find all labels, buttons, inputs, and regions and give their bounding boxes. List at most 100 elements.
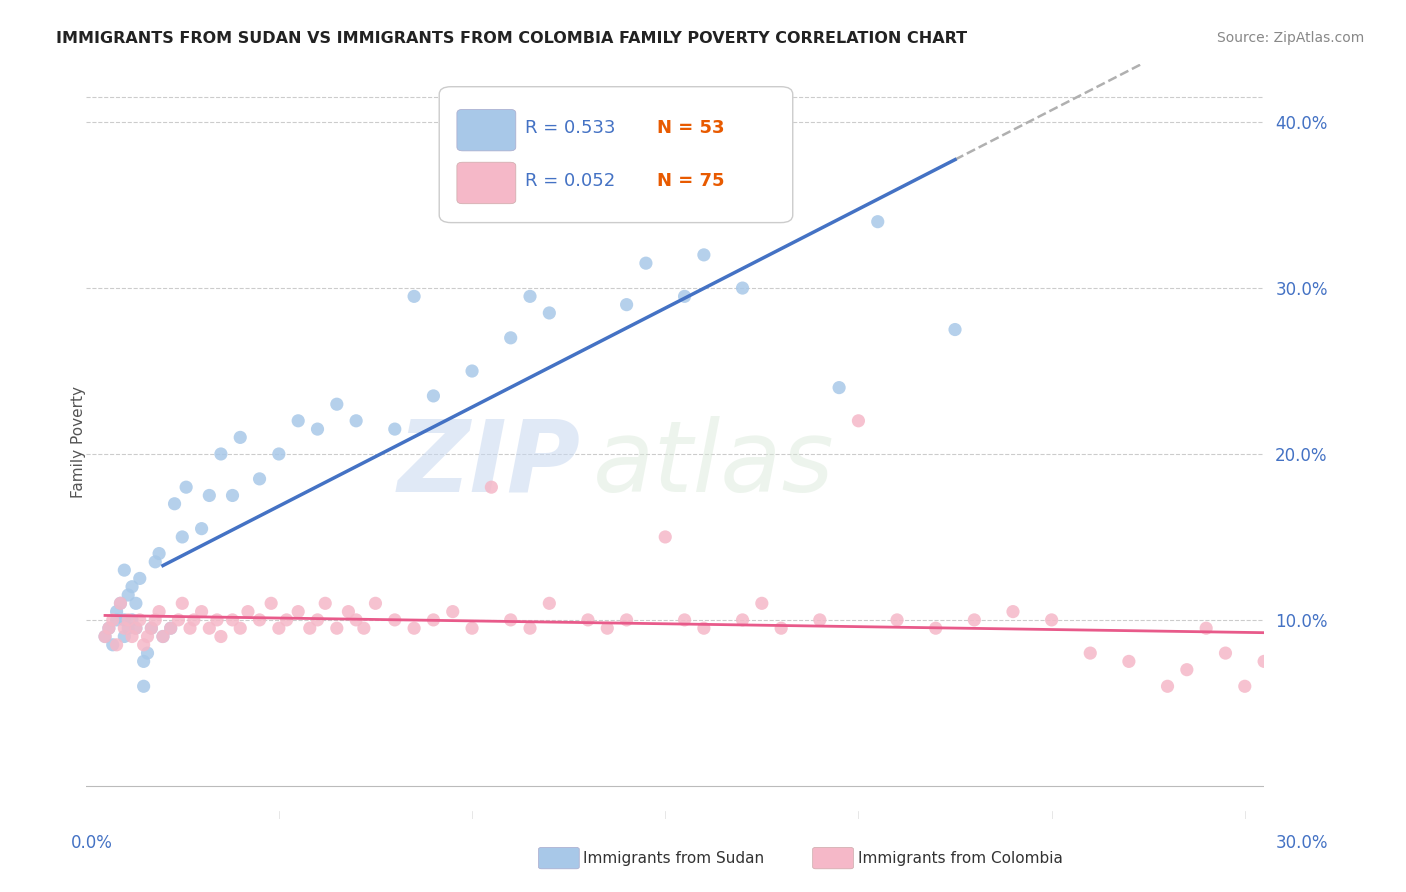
Point xyxy=(209,447,232,461)
Point xyxy=(143,555,166,569)
Y-axis label: Family Poverty: Family Poverty xyxy=(72,385,86,498)
Point xyxy=(943,322,966,336)
Point xyxy=(866,215,889,229)
Point xyxy=(461,364,484,378)
Point xyxy=(249,472,271,486)
Point xyxy=(314,596,336,610)
Point xyxy=(125,621,148,635)
Point xyxy=(136,646,159,660)
Point xyxy=(344,613,367,627)
Point xyxy=(172,530,194,544)
Point xyxy=(925,621,948,635)
Point xyxy=(326,397,349,411)
Point xyxy=(136,630,159,644)
Point xyxy=(751,596,773,610)
Point xyxy=(163,497,186,511)
Point xyxy=(422,389,444,403)
Point xyxy=(384,422,406,436)
Point xyxy=(105,638,128,652)
Point xyxy=(105,613,128,627)
Point xyxy=(1078,646,1101,660)
Point xyxy=(616,613,638,627)
Point xyxy=(634,256,657,270)
Point xyxy=(105,605,128,619)
Point xyxy=(94,630,117,644)
Point xyxy=(731,613,754,627)
Text: Immigrants from Sudan: Immigrants from Sudan xyxy=(583,852,765,866)
Point xyxy=(183,613,205,627)
Point xyxy=(97,621,120,635)
Point xyxy=(141,621,163,635)
Point xyxy=(121,630,143,644)
Point xyxy=(148,605,170,619)
Point xyxy=(538,306,561,320)
Point xyxy=(673,613,696,627)
FancyBboxPatch shape xyxy=(457,162,516,203)
Point xyxy=(287,605,309,619)
Point xyxy=(205,613,228,627)
Point xyxy=(97,621,120,635)
Point xyxy=(159,621,181,635)
Point xyxy=(132,638,155,652)
Point xyxy=(404,289,426,303)
Point xyxy=(121,580,143,594)
Point xyxy=(461,621,484,635)
Point xyxy=(576,613,599,627)
Point xyxy=(190,522,212,536)
Point xyxy=(963,613,986,627)
Text: N = 75: N = 75 xyxy=(657,172,724,190)
Point xyxy=(616,298,638,312)
Point xyxy=(267,621,290,635)
Point xyxy=(125,621,148,635)
Text: ZIP: ZIP xyxy=(398,416,581,513)
Point xyxy=(249,613,271,627)
Point xyxy=(731,281,754,295)
Point xyxy=(519,289,541,303)
Point xyxy=(148,547,170,561)
Point xyxy=(190,605,212,619)
Point xyxy=(221,488,243,502)
Point xyxy=(1040,613,1063,627)
Point xyxy=(112,613,135,627)
Point xyxy=(673,289,696,303)
Point xyxy=(808,613,831,627)
Point xyxy=(128,571,150,585)
Point xyxy=(209,630,232,644)
Point xyxy=(538,596,561,610)
Text: N = 53: N = 53 xyxy=(657,120,724,137)
Point xyxy=(117,588,139,602)
Point xyxy=(693,621,716,635)
Point xyxy=(143,613,166,627)
Point xyxy=(298,621,321,635)
Point xyxy=(1156,679,1178,693)
Point xyxy=(337,605,360,619)
Point xyxy=(198,488,221,502)
Point xyxy=(110,596,132,610)
Text: 0.0%: 0.0% xyxy=(70,834,112,852)
FancyBboxPatch shape xyxy=(439,87,793,223)
Point xyxy=(326,621,349,635)
Text: Source: ZipAtlas.com: Source: ZipAtlas.com xyxy=(1216,31,1364,45)
Point xyxy=(101,638,124,652)
Point xyxy=(112,630,135,644)
Point xyxy=(101,613,124,627)
Point xyxy=(267,447,290,461)
Point xyxy=(132,679,155,693)
Point xyxy=(198,621,221,635)
Point xyxy=(384,613,406,627)
Point xyxy=(1253,654,1275,668)
Point xyxy=(159,621,181,635)
Point xyxy=(353,621,375,635)
Point xyxy=(112,621,135,635)
Point xyxy=(152,630,174,644)
Point xyxy=(260,596,283,610)
Text: R = 0.533: R = 0.533 xyxy=(526,120,616,137)
Point xyxy=(344,414,367,428)
Point xyxy=(519,621,541,635)
Point xyxy=(693,248,716,262)
FancyBboxPatch shape xyxy=(457,110,516,151)
Point xyxy=(287,414,309,428)
Point xyxy=(167,613,190,627)
Text: R = 0.052: R = 0.052 xyxy=(526,172,616,190)
Point xyxy=(499,331,522,345)
